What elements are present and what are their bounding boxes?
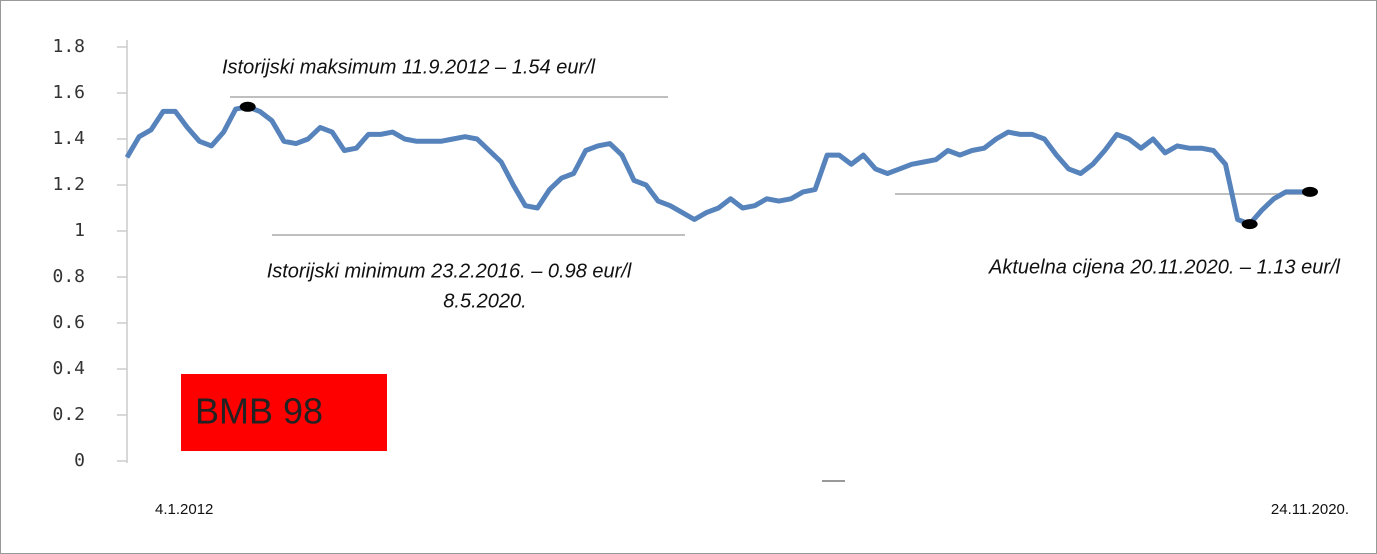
badge-box <box>181 374 387 451</box>
y-tick-label: 0.6 <box>52 312 85 333</box>
y-tick-label: 1.8 <box>52 36 85 57</box>
x-tick-label: 24.11.2020. <box>1271 501 1349 518</box>
y-tick-label: 1.6 <box>52 82 85 103</box>
marker-dot <box>1241 219 1258 230</box>
x-tick-label: 4.1.2012 <box>155 501 213 518</box>
badge: BMB 98 <box>195 391 323 432</box>
y-tick-label: 0.2 <box>52 404 85 425</box>
y-tick-label: 1 <box>74 220 85 241</box>
y-tick-label: 0.8 <box>52 266 85 287</box>
annotation: Istorijski maksimum 11.9.2012 – 1.54 eur… <box>222 56 596 78</box>
y-tick-label: 0 <box>74 450 85 471</box>
marker-dot <box>1302 186 1318 197</box>
y-tick-label: 1.2 <box>52 174 85 195</box>
annotation: 8.5.2020. <box>443 290 526 312</box>
marker-dot <box>239 101 256 112</box>
annotation: Aktuelna cijena 20.11.2020. – 1.13 eur/l <box>988 256 1341 278</box>
price-line <box>124 104 1310 227</box>
annotation: Istorijski minimum 23.2.2016. – 0.98 eur… <box>267 260 632 282</box>
y-tick-label: 1.4 <box>52 128 85 149</box>
y-tick-label: 0.4 <box>52 358 85 379</box>
